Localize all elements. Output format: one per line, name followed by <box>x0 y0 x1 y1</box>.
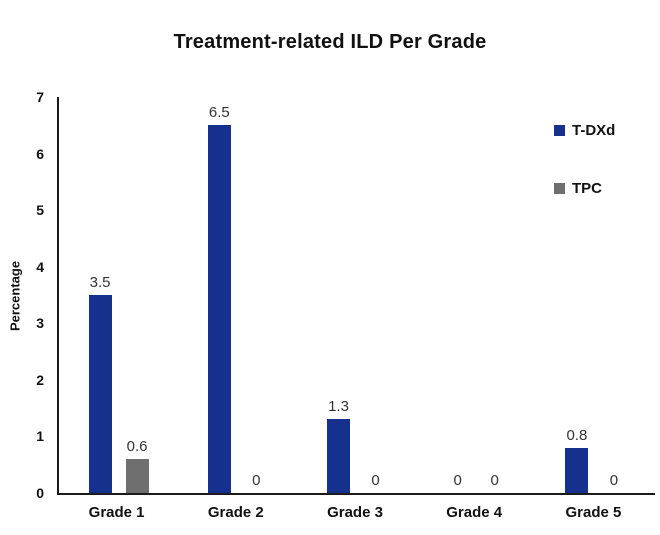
bar-slot-tpc-grade-1: 0.6 <box>125 97 149 493</box>
y-tick-label: 0 <box>36 485 44 501</box>
x-axis-label-grade-3: Grade 3 <box>327 504 383 521</box>
legend-label: TPC <box>572 180 602 197</box>
bar-slot-t-dxd-grade-2: 6.5 <box>207 97 231 493</box>
legend-entry-t-dxd: T-DXd <box>554 123 615 138</box>
bar-group-grade-5: 0.8 0 <box>536 97 655 493</box>
bars-layer: 3.5 0.6 6.5 0 1.3 0 0 0 0.8 0 <box>59 97 655 493</box>
chart-title: Treatment-related ILD Per Grade <box>173 31 487 53</box>
y-tick-label: 5 <box>36 202 44 219</box>
data-label: 0.8 <box>566 426 588 444</box>
bar-group-grade-2: 6.5 0 <box>178 97 297 493</box>
y-tick-label: 2 <box>36 371 44 388</box>
legend: T-DXd TPC <box>554 123 615 239</box>
bar-slot-tpc-grade-5: 0 <box>602 97 625 493</box>
bar-slot-t-dxd-grade-4: 0 <box>446 97 469 493</box>
legend-entry-tpc: TPC <box>554 181 615 196</box>
data-label: 1.3 <box>328 398 349 416</box>
bar-t-dxd <box>327 419 350 493</box>
x-axis-label-grade-5: Grade 5 <box>565 504 622 521</box>
bar-group-grade-3: 1.3 0 <box>297 97 416 493</box>
y-tick-label: 4 <box>36 258 44 275</box>
data-label: 0 <box>453 472 462 489</box>
data-label: 0 <box>490 472 499 489</box>
x-axis-label-grade-2: Grade 2 <box>207 504 264 521</box>
x-axis-label-grade-1: Grade 1 <box>88 504 145 521</box>
bar-group-grade-1: 3.5 0.6 <box>59 97 178 493</box>
legend-swatch-icon <box>554 183 565 194</box>
y-tick-label: 6 <box>36 145 44 162</box>
data-label: 0 <box>252 472 261 489</box>
bar-slot-t-dxd-grade-3: 1.3 <box>327 97 350 493</box>
data-label: 6.5 <box>208 104 230 122</box>
data-label: 3.5 <box>89 274 111 291</box>
bar-slot-tpc-grade-3: 0 <box>364 97 387 493</box>
y-axis-title: Percentage <box>7 260 23 332</box>
y-tick-layer: 0 1 2 3 4 5 6 7 <box>36 90 655 500</box>
x-axis-label-grade-4: Grade 4 <box>446 504 503 521</box>
legend-label: T-DXd <box>572 122 616 139</box>
bar-t-dxd <box>88 295 112 493</box>
bar-t-dxd <box>207 125 231 493</box>
y-tick-label: 7 <box>36 89 44 105</box>
data-label: 0.6 <box>126 438 148 456</box>
x-axis-labels: Grade 1 Grade 2 Grade 3 Grade 4 Grade 5 <box>57 504 653 521</box>
bar-slot-t-dxd-grade-1: 3.5 <box>88 97 112 493</box>
data-label: 0 <box>371 472 380 489</box>
bar-tpc <box>125 459 149 493</box>
bar-slot-t-dxd-grade-5: 0.8 <box>565 97 589 493</box>
y-tick-label: 3 <box>36 315 44 332</box>
bar-slot-tpc-grade-4: 0 <box>483 97 506 493</box>
bar-slot-tpc-grade-2: 0 <box>245 97 268 493</box>
legend-swatch-icon <box>554 125 565 136</box>
y-tick-label: 1 <box>36 428 44 445</box>
data-label: 0 <box>609 472 619 489</box>
bar-t-dxd <box>565 447 589 493</box>
